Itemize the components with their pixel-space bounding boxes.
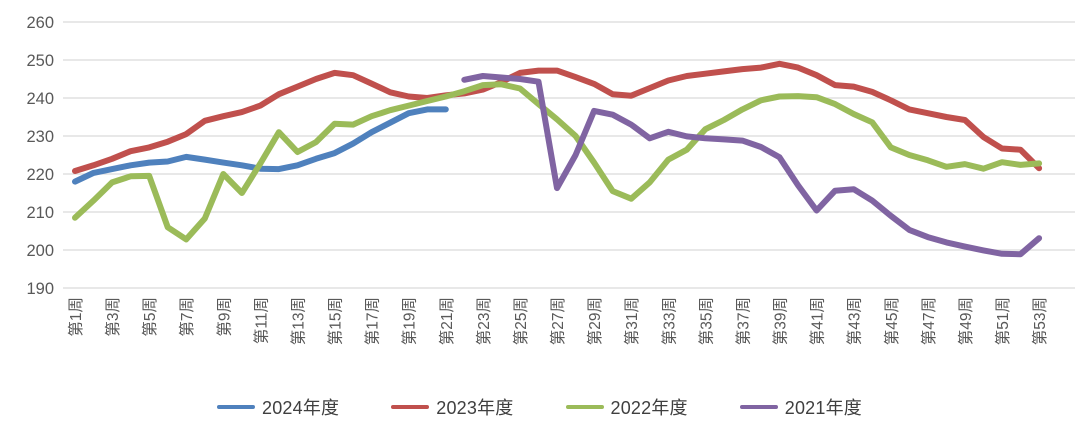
y-tick-label-200: 200 — [26, 242, 54, 260]
x-tick-label-week-43: 第43周 — [846, 297, 864, 345]
x-tick-label-week-29: 第29周 — [586, 297, 604, 345]
legend-label: 2022年度 — [610, 398, 688, 418]
y-tick-label-260: 260 — [26, 14, 54, 32]
legend: 2024年度 2023年度 2022年度 2021年度 — [0, 394, 1079, 420]
y-tick-label-250: 250 — [26, 52, 54, 70]
series-line-2023年度 — [72, 60, 1043, 174]
legend-item-2022年度: 2022年度 — [565, 394, 688, 420]
series-line-2024年度 — [72, 106, 449, 185]
series-line-2021年度 — [461, 73, 1043, 258]
x-tick-label-week-11: 第11周 — [252, 297, 270, 344]
x-tick-label-week-27: 第27周 — [549, 297, 567, 345]
legend-label: 2021年度 — [784, 398, 862, 418]
y-tick-label-190: 190 — [26, 280, 54, 298]
legend-item-2023年度: 2023年度 — [391, 394, 513, 420]
x-tick-label-week-19: 第19周 — [401, 297, 419, 345]
x-tick-label-week-51: 第51周 — [994, 297, 1012, 345]
series-line-2022年度 — [72, 81, 1043, 243]
x-tick-label-week-5: 第5周 — [141, 297, 159, 337]
x-tick-label-week-17: 第17周 — [364, 297, 382, 345]
chart-plot-area: 260 250 240 230 220 210 200 190 第1周 第3周 第5周 第7周 第9周 第… — [26, 14, 1075, 345]
legend-item-2024年度: 2024年度 — [217, 394, 339, 420]
legend-label: 2023年度 — [436, 398, 514, 418]
y-tick-label-220: 220 — [26, 166, 54, 184]
x-tick-label-week-3: 第3周 — [104, 297, 122, 337]
y-tick-label-240: 240 — [26, 90, 54, 108]
x-tick-label-week-47: 第47周 — [920, 297, 938, 345]
x-tick-label-week-53: 第53周 — [1031, 297, 1049, 345]
x-tick-label-week-13: 第13周 — [290, 297, 308, 345]
x-tick-label-week-37: 第37周 — [734, 297, 752, 345]
y-tick-label-210: 210 — [26, 204, 54, 222]
x-tick-label-week-45: 第45周 — [883, 297, 901, 345]
x-tick-label-week-31: 第31周 — [623, 297, 641, 345]
x-tick-label-week-35: 第35周 — [697, 297, 715, 345]
x-tick-label-week-39: 第39周 — [772, 297, 790, 345]
legend-line-swatch — [391, 404, 430, 410]
x-tick-label-week-33: 第33周 — [660, 297, 678, 345]
x-tick-label-week-49: 第49周 — [957, 297, 975, 345]
x-tick-label-week-7: 第7周 — [178, 297, 196, 337]
x-tick-label-week-9: 第9周 — [215, 297, 233, 337]
legend-line-swatch — [565, 404, 604, 410]
x-tick-label-week-23: 第23周 — [475, 297, 493, 345]
x-tick-label-week-21: 第21周 — [438, 297, 456, 345]
x-tick-label-week-41: 第41周 — [809, 297, 827, 345]
x-tick-label-week-15: 第15周 — [327, 297, 345, 345]
x-tick-label-week-25: 第25周 — [512, 297, 530, 345]
x-tick-label-week-1: 第1周 — [67, 297, 85, 337]
legend-line-swatch — [217, 404, 255, 410]
legend-line-swatch — [739, 404, 778, 410]
legend-label: 2024年度 — [262, 398, 340, 418]
y-tick-label-230: 230 — [26, 128, 54, 146]
legend-item-2021年度: 2021年度 — [739, 394, 862, 420]
